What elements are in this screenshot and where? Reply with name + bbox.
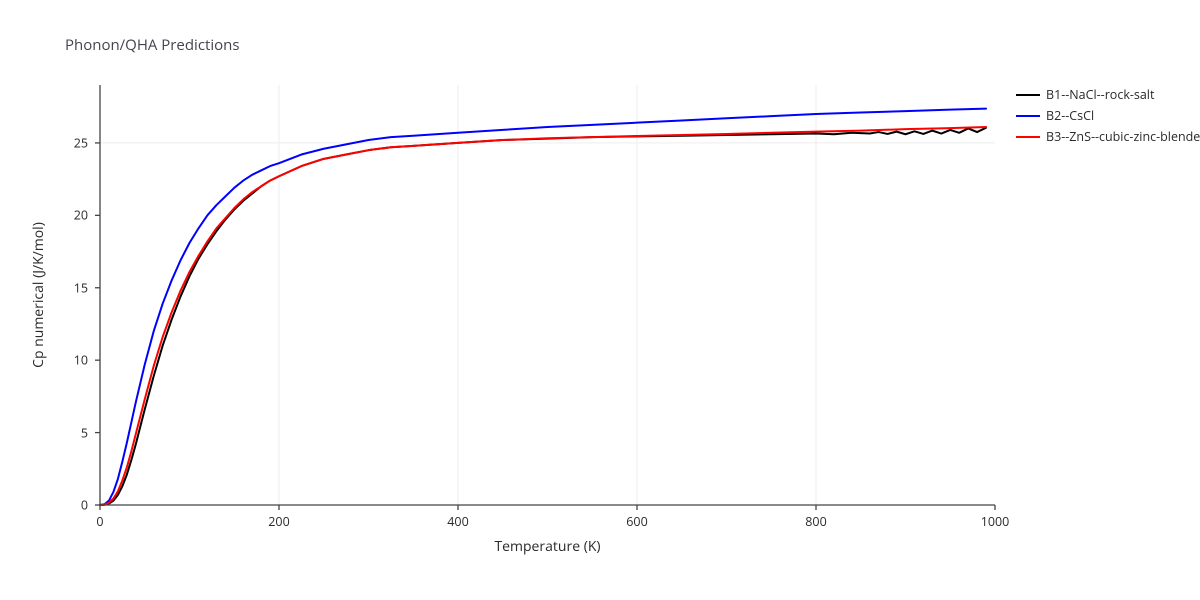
series-line-0 <box>100 128 986 505</box>
series-line-1 <box>100 109 986 505</box>
x-tick-label: 600 <box>626 513 647 530</box>
y-axis-label: Cp numerical (J/K/mol) <box>29 222 48 368</box>
x-tick-label: 800 <box>805 513 826 530</box>
legend-label: B1--NaCl--rock-salt <box>1046 86 1154 103</box>
x-tick-label: 1000 <box>981 513 1010 530</box>
series-line-2 <box>100 127 986 505</box>
legend-swatch <box>1016 115 1040 117</box>
legend-item[interactable]: B2--CsCl <box>1016 107 1200 124</box>
x-axis-label: Temperature (K) <box>494 537 600 556</box>
chart-container: Phonon/QHA Predictions B1--NaCl--rock-sa… <box>0 0 1200 600</box>
legend-label: B3--ZnS--cubic-zinc-blende <box>1046 128 1200 145</box>
legend-swatch <box>1016 94 1040 96</box>
plot-area <box>100 85 995 505</box>
x-tick-label: 200 <box>268 513 289 530</box>
legend-item[interactable]: B1--NaCl--rock-salt <box>1016 86 1200 103</box>
legend: B1--NaCl--rock-salt B2--CsCl B3--ZnS--cubi… <box>1016 86 1200 149</box>
legend-swatch <box>1016 136 1040 138</box>
y-tick-label: 15 <box>74 279 88 296</box>
chart-title: Phonon/QHA Predictions <box>65 35 240 55</box>
y-tick-label: 0 <box>81 497 88 514</box>
y-tick-label: 5 <box>81 424 88 441</box>
x-tick-label: 400 <box>447 513 468 530</box>
legend-item[interactable]: B3--ZnS--cubic-zinc-blende <box>1016 128 1200 145</box>
y-tick-label: 25 <box>74 134 88 151</box>
x-tick-label: 0 <box>96 513 103 530</box>
legend-label: B2--CsCl <box>1046 107 1094 124</box>
y-tick-label: 10 <box>74 352 88 369</box>
y-tick-label: 20 <box>74 207 88 224</box>
